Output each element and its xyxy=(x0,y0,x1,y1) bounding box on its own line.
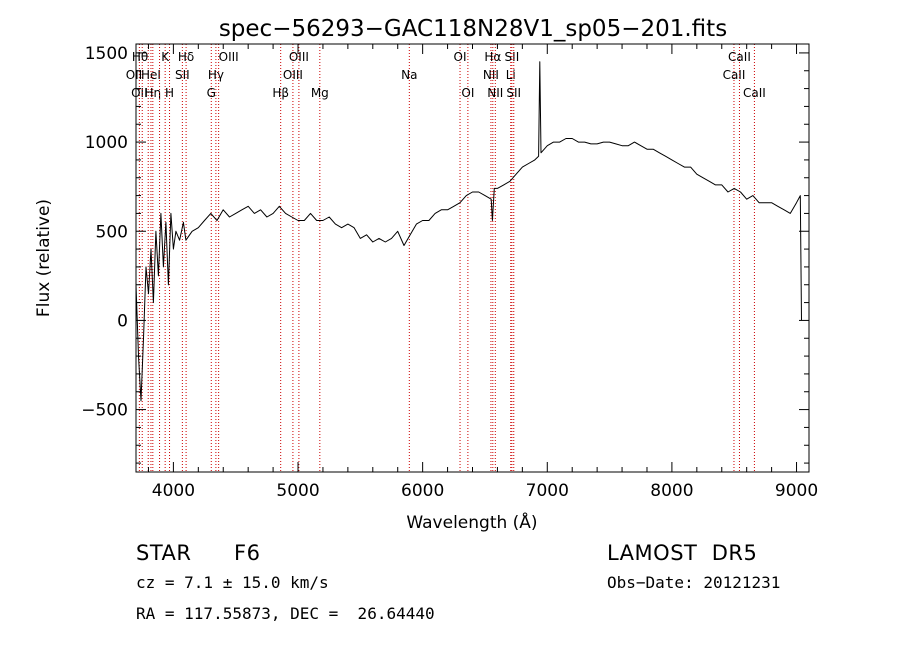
x-tick-label-0: 4000 xyxy=(152,481,195,501)
line-label-8: SII xyxy=(175,68,190,82)
x-tick-label-4: 8000 xyxy=(650,481,693,501)
line-label-18: OI xyxy=(454,50,467,64)
line-label-26: CaII xyxy=(723,68,746,82)
line-label-12: OIII xyxy=(219,50,239,64)
line-label-3: HeI xyxy=(141,68,161,82)
line-label-9: Hδ xyxy=(178,50,194,64)
line-label-0: OII xyxy=(131,86,148,100)
x-tick-label-5: 9000 xyxy=(775,481,818,501)
spectral-line-markers: OIIOIIHθHeIHηKHSIIHδGHγOIIIHβOIIIOIIIMgN… xyxy=(126,44,766,472)
x-axis-label: Wavelength (Å) xyxy=(406,511,537,533)
observation-date: Obs−Date: 20121231 xyxy=(607,573,781,592)
y-tick-label-4: 1500 xyxy=(85,44,128,64)
line-label-1: OII xyxy=(126,68,143,82)
x-tick-label-2: 6000 xyxy=(401,481,444,501)
line-label-7: H xyxy=(165,86,174,100)
line-label-2: Hθ xyxy=(132,50,148,64)
object-class: STAR xyxy=(136,541,192,565)
spectrum-line xyxy=(135,61,802,402)
y-tick-label-0: −500 xyxy=(81,401,128,421)
line-label-25: SII xyxy=(506,86,521,100)
line-label-4: Hη xyxy=(145,86,162,100)
line-label-17: Na xyxy=(401,68,417,82)
line-label-23: Li xyxy=(506,68,516,82)
line-label-20: NII xyxy=(483,68,499,82)
line-label-21: Hα xyxy=(484,50,501,64)
line-label-14: OIII xyxy=(283,68,303,82)
y-tick-label-1: 0 xyxy=(117,311,128,331)
line-label-6: K xyxy=(161,50,170,64)
chart-title: spec−56293−GAC118N28V1_sp05−201.fits xyxy=(219,16,727,42)
line-label-27: CaII xyxy=(728,50,751,64)
redshift-velocity: cz = 7.1 ± 15.0 km/s xyxy=(136,573,329,592)
x-tick-label-3: 7000 xyxy=(526,481,569,501)
line-label-11: Hγ xyxy=(208,68,224,82)
survey-release: LAMOST DR5 xyxy=(607,541,758,565)
x-tick-label-1: 5000 xyxy=(276,481,319,501)
line-label-16: Mg xyxy=(311,86,329,100)
y-tick-label-3: 1000 xyxy=(85,133,128,153)
y-axis-label: Flux (relative) xyxy=(34,199,54,317)
line-label-19: OI xyxy=(461,86,474,100)
line-label-15: OIII xyxy=(289,50,309,64)
line-label-13: Hβ xyxy=(272,86,289,100)
y-tick-label-2: 500 xyxy=(96,222,128,242)
line-label-24: SII xyxy=(505,50,520,64)
plot-frame xyxy=(135,43,810,473)
spectrum-series xyxy=(135,61,802,402)
line-label-10: G xyxy=(207,86,216,100)
axes: 4000 5000 6000 7000 8000 9000 −500 0 500 1000 1500 xyxy=(81,44,818,501)
line-label-22: NII xyxy=(487,86,503,100)
sky-coordinates: RA = 117.55873, DEC = 26.64440 xyxy=(136,604,435,623)
line-label-28: CaII xyxy=(743,86,766,100)
object-subclass: F6 xyxy=(234,541,261,565)
